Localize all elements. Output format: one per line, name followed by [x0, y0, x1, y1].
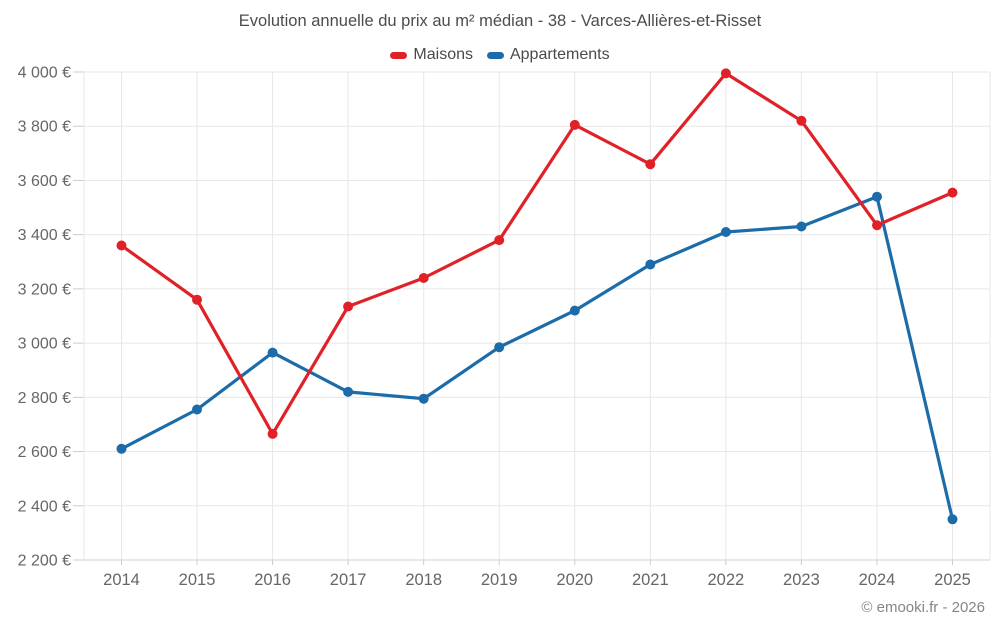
data-point-maisons-2024[interactable]	[872, 220, 882, 231]
y-tick-label: 3 000 €	[18, 336, 71, 353]
y-tick-label: 3 800 €	[18, 119, 71, 136]
data-point-maisons-2016[interactable]	[267, 428, 278, 439]
y-tick-label: 2 600 €	[18, 444, 71, 461]
legend-item-maisons[interactable]: Maisons	[390, 46, 473, 64]
legend: Maisons Appartements	[0, 46, 1000, 64]
data-point-maisons-2025[interactable]	[947, 187, 958, 198]
y-tick-label: 3 600 €	[18, 173, 71, 190]
data-point-appartements-2019[interactable]	[494, 342, 505, 353]
data-point-maisons-2019[interactable]	[494, 235, 505, 246]
data-point-maisons-2022[interactable]	[720, 68, 731, 79]
data-point-appartements-2022[interactable]	[720, 227, 731, 237]
data-point-maisons-2017[interactable]	[343, 301, 354, 312]
series-line-appartements	[119, 195, 955, 521]
legend-label: Appartements	[509, 46, 610, 63]
data-point-appartements-2021[interactable]	[645, 259, 656, 270]
legend-item-appartements[interactable]: Appartements	[486, 46, 610, 64]
data-point-appartements-2023[interactable]	[796, 221, 807, 232]
x-tick-label: 2021	[632, 571, 669, 589]
x-tick-label: 2024	[859, 571, 896, 589]
y-tick-label: 3 400 €	[18, 227, 71, 244]
y-tick-label: 2 400 €	[18, 498, 71, 515]
data-point-maisons-2020[interactable]	[569, 119, 580, 130]
x-tick-label: 2025	[934, 571, 971, 589]
data-point-maisons-2023[interactable]	[796, 115, 807, 126]
x-tick-label: 2019	[481, 571, 518, 589]
data-point-appartements-2024[interactable]	[872, 191, 882, 202]
x-tick-label: 2018	[405, 571, 442, 589]
data-point-appartements-2014[interactable]	[116, 443, 127, 454]
legend-label: Maisons	[413, 46, 473, 63]
y-tick-label: 2 800 €	[18, 390, 71, 407]
chart-title: Evolution annuelle du prix au m² médian …	[238, 12, 762, 30]
data-point-appartements-2025[interactable]	[947, 514, 958, 525]
data-point-maisons-2021[interactable]	[645, 159, 656, 170]
y-tick-label: 3 200 €	[18, 281, 71, 298]
legend-swatch-appartements	[486, 51, 504, 59]
x-tick-label: 2014	[103, 571, 140, 589]
data-point-maisons-2018[interactable]	[418, 273, 429, 283]
data-point-appartements-2016[interactable]	[267, 347, 278, 358]
data-point-maisons-2015[interactable]	[192, 294, 202, 305]
y-tick-label: 4 000 €	[18, 65, 71, 82]
x-tick-label: 2020	[556, 571, 593, 589]
data-point-appartements-2018[interactable]	[418, 393, 429, 404]
x-tick-label: 2015	[179, 571, 216, 589]
x-tick-label: 2017	[330, 571, 367, 589]
data-point-appartements-2015[interactable]	[192, 404, 202, 415]
data-point-maisons-2014[interactable]	[116, 240, 127, 251]
data-point-appartements-2017[interactable]	[343, 386, 354, 397]
x-tick-label: 2016	[254, 571, 291, 589]
legend-swatch-maisons	[390, 51, 408, 59]
x-tick-label: 2022	[708, 571, 745, 589]
data-point-appartements-2020[interactable]	[569, 305, 580, 316]
credits-link[interactable]: © emooki.fr - 2026	[861, 599, 985, 616]
y-tick-label: 2 200 €	[18, 553, 71, 570]
x-tick-label: 2023	[783, 571, 820, 589]
series-line-maisons	[119, 71, 955, 436]
